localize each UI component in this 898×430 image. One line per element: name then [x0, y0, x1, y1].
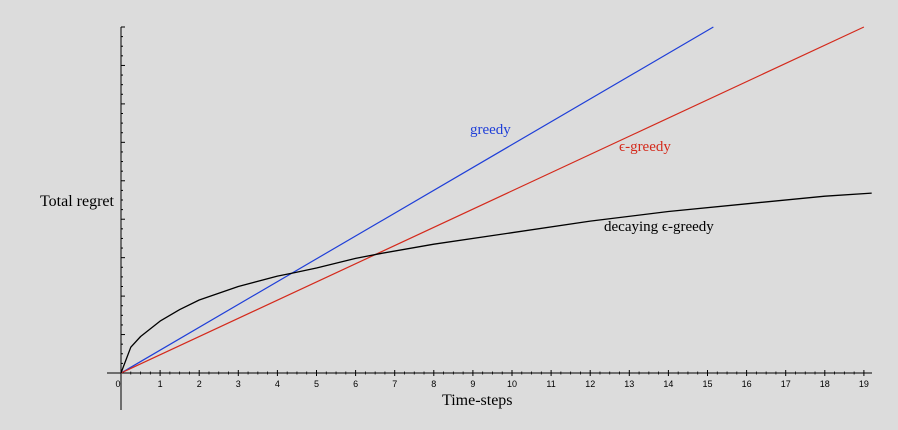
- x-tick-label: 13: [624, 379, 634, 389]
- series-label-decaying-epsilon-greedy: decaying ϵ-greedy: [604, 219, 714, 235]
- x-tick-label: 5: [314, 379, 319, 389]
- x-tick-label: 12: [585, 379, 595, 389]
- series-line--greedy: [120, 26, 865, 374]
- x-tick-label: 11: [546, 379, 555, 389]
- x-tick-label: 2: [197, 379, 202, 389]
- axes: [107, 27, 872, 410]
- x-tick-label: 17: [781, 379, 791, 389]
- series-label-greedy: greedy: [470, 122, 511, 138]
- series-layer: [120, 26, 872, 374]
- x-axis-label: Time-steps: [442, 392, 513, 409]
- x-tick-label: 19: [859, 379, 869, 389]
- y-ticks: [121, 26, 125, 364]
- x-tick-label: 15: [702, 379, 712, 389]
- x-tick-label: 4: [275, 379, 280, 389]
- x-tick-label: 10: [507, 379, 517, 389]
- x-tick-label: 16: [742, 379, 752, 389]
- y-axis-label: Total regret: [40, 193, 115, 210]
- series-line-greedy: [120, 26, 714, 374]
- x-tick-label: 9: [470, 379, 475, 389]
- series-line-decaying-greedy: [120, 192, 872, 374]
- x-tick-label: 14: [663, 379, 673, 389]
- x-tick-label: 1: [158, 379, 163, 389]
- x-tick-label: 7: [392, 379, 397, 389]
- x-ticks: 0 1 2 3 4 5 6 7 8 9 10 11 12 13 14 15 16 17 18 19: [115, 370, 869, 389]
- series-label-epsilon-greedy: ϵ-greedy: [619, 139, 671, 155]
- x-tick-label: 0: [115, 379, 120, 389]
- x-tick-label: 18: [820, 379, 830, 389]
- x-tick-label: 6: [353, 379, 358, 389]
- x-tick-label: 3: [236, 379, 241, 389]
- x-tick-label: 8: [431, 379, 436, 389]
